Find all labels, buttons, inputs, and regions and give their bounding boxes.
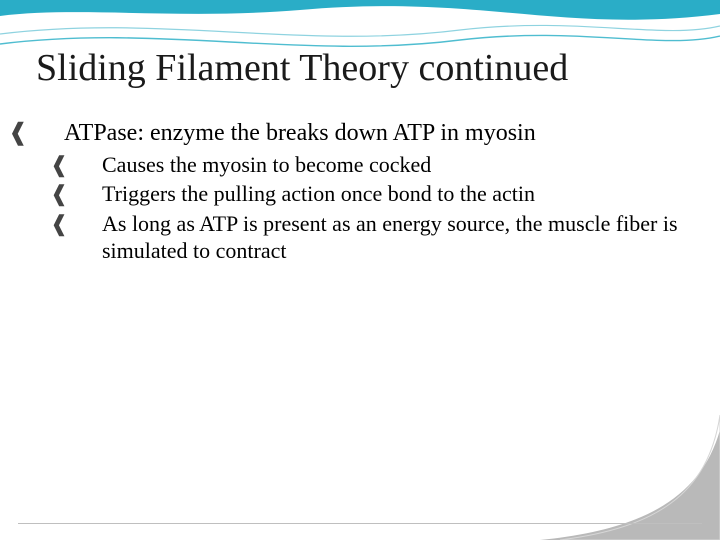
footer-divider xyxy=(18,523,702,524)
bullet-level2-text: As long as ATP is present as an energy s… xyxy=(102,211,678,264)
bullet-level1-text: ATPase: enzyme the breaks down ATP in my… xyxy=(64,120,536,146)
bullet-icon: ❰ xyxy=(76,210,102,238)
bullet-level2-text: Triggers the pulling action once bond to… xyxy=(102,181,535,206)
bullet-level2-text: Causes the myosin to become cocked xyxy=(102,152,431,177)
slide-content: Sliding Filament Theory continued ❰ATPas… xyxy=(0,0,720,265)
slide-title: Sliding Filament Theory continued xyxy=(36,48,684,90)
bullet-level2: ❰Triggers the pulling action once bond t… xyxy=(76,180,684,208)
bullet-level2: ❰Causes the myosin to become cocked xyxy=(76,151,684,179)
bullet-level1: ❰ATPase: enzyme the breaks down ATP in m… xyxy=(36,118,684,147)
bullet-level2: ❰As long as ATP is present as an energy … xyxy=(76,210,684,265)
bullet-icon: ❰ xyxy=(36,118,64,147)
bullet-icon: ❰ xyxy=(76,180,102,208)
bullet-icon: ❰ xyxy=(76,151,102,179)
